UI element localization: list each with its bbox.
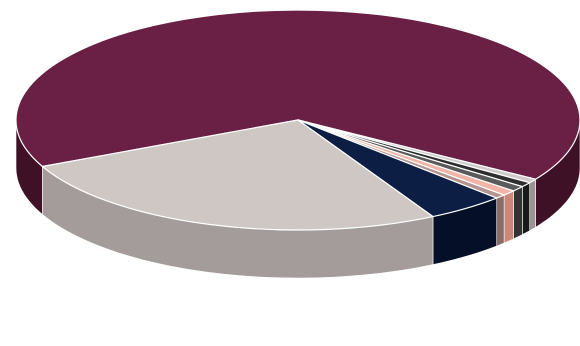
pie-slice-side-2 bbox=[529, 178, 536, 232]
pie-slice-side-6 bbox=[496, 194, 505, 247]
pie-slices bbox=[15, 9, 580, 231]
pie-sides bbox=[15, 119, 580, 279]
pie-slice-side-5 bbox=[503, 190, 514, 244]
pie-slice-8 bbox=[41, 119, 434, 231]
pie-slice-side-4 bbox=[513, 186, 523, 240]
pie-slice-1 bbox=[15, 9, 580, 180]
pie-slice-side-3 bbox=[522, 182, 530, 236]
